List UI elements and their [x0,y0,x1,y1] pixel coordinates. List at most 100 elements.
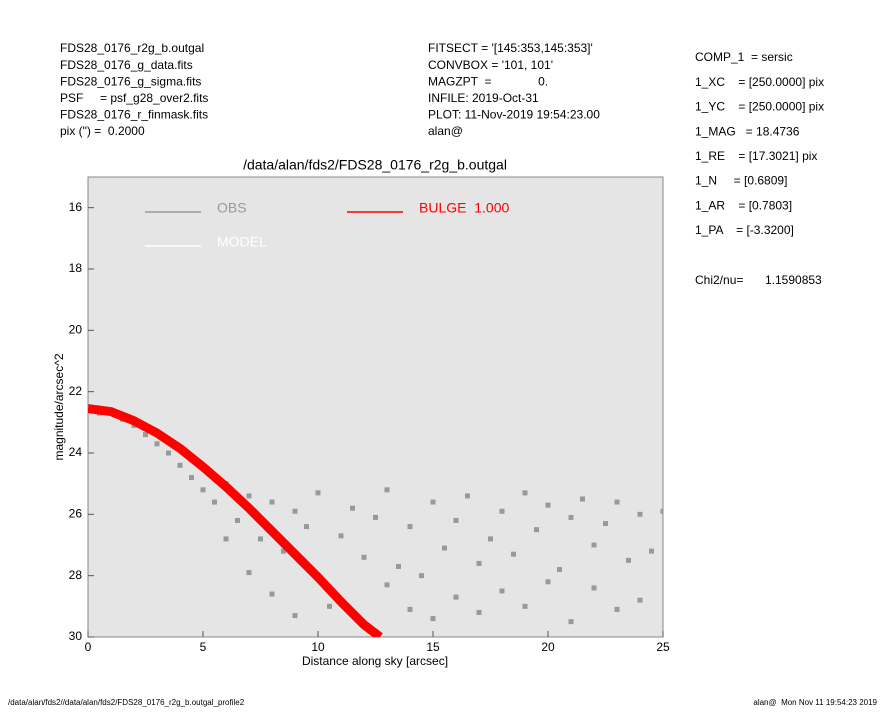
data-point [235,517,240,523]
fit-parameter: 1_N = [0.6809] [695,174,787,188]
data-point [361,554,367,560]
data-point [476,609,482,615]
data-point [281,548,286,554]
data-point [557,567,562,573]
fit-parameter: 1_MAG = 18.4736 [695,124,800,138]
data-point [166,450,171,456]
footer-stamp: alan@ Mon Nov 11 19:54:23 2019 [753,698,877,707]
data-point [350,505,355,511]
data-point [384,487,390,493]
data-point [442,545,447,551]
data-point [522,603,528,609]
data-point [465,493,470,499]
data-point [396,563,401,569]
plot-area [87,176,664,638]
header-left-line: PSF = psf_g28_over2.fits [60,91,208,105]
data-point [407,606,413,612]
chart-title: /data/alan/fds2/FDS28_0176_r2g_b.outgal [243,157,507,173]
y-axis-label: magnitude/arcsec^2 [52,353,66,460]
header-left-line: pix (") = 0.2000 [60,124,145,138]
header-middle-line: alan@ [428,124,463,138]
data-point [637,597,643,603]
fit-parameter: 1_RE = [17.3021] pix [695,149,817,163]
chi2-value: 1.1590853 [765,273,822,287]
data-point [453,594,459,600]
fit-parameter: 1_AR = [0.7803] [695,198,792,212]
data-point [246,493,252,499]
header-middle-line: MAGZPT = 0. [428,74,548,88]
y-tick-label: 22 [69,384,83,398]
data-point [545,502,551,508]
y-tick-label: 16 [69,200,83,214]
data-point [143,432,148,438]
data-point [246,570,252,576]
data-point [200,487,206,493]
data-point [591,542,597,548]
data-point [154,441,160,447]
x-tick-label: 20 [541,640,555,654]
data-point [177,462,183,468]
x-axis-label: Distance along sky [arcsec] [302,654,448,668]
data-point [373,514,378,520]
y-tick-label: 28 [69,568,83,582]
data-point [660,508,663,514]
data-point [212,499,217,505]
header-left-line: FDS28_0176_g_data.fits [60,58,193,72]
data-point [292,613,298,619]
y-tick-label: 26 [69,507,83,521]
x-tick-label: 25 [656,640,670,654]
data-point [223,536,229,542]
data-point [499,588,505,594]
x-tick-label: 10 [311,640,325,654]
data-point [626,557,631,563]
data-point [568,514,574,520]
y-tick-label: 18 [69,261,83,275]
data-point [258,536,263,542]
legend-label: MODEL [217,234,267,250]
data-point [419,573,424,579]
data-point [614,606,620,612]
data-point [534,527,539,533]
header-middle-line: INFILE: 2019-Oct-31 [428,91,539,105]
data-point [545,579,551,585]
footer-path: /data/alan/fds2//data/alan/fds2/FDS28_01… [8,698,245,707]
data-point [568,619,574,625]
data-point [614,499,620,505]
data-point [269,591,275,597]
y-tick-label: 20 [69,323,83,337]
x-tick-label: 0 [85,640,92,654]
y-tick-label: 30 [69,629,83,643]
data-point [407,524,413,530]
data-point [315,490,321,496]
fit-parameter: 1_PA = [-3.3200] [695,223,794,237]
data-point [603,521,608,527]
data-point [591,585,597,591]
data-point [338,533,344,539]
header-middle-line: PLOT: 11-Nov-2019 19:54:23.00 [428,108,600,122]
x-tick-label: 5 [200,640,207,654]
data-point [292,508,298,514]
fit-parameter: COMP_1 = sersic [695,50,793,64]
data-point [580,496,585,502]
data-point [511,551,516,557]
header-left-line: FDS28_0176_r2g_b.outgal [60,41,204,55]
data-point [384,582,390,588]
data-point [649,548,654,554]
fit-parameter: 1_XC = [250.0000] pix [695,75,824,89]
header-left-line: FDS28_0176_g_sigma.fits [60,74,201,88]
chi2-label: Chi2/nu= [695,273,743,287]
legend-label: BULGE 1.000 [419,200,509,216]
plot-content [88,404,663,637]
fit-parameter: 1_YC = [250.0000] pix [695,100,824,114]
data-point [637,511,643,517]
header-left-line: FDS28_0176_r_finmask.fits [60,108,208,122]
data-point [304,524,309,530]
data-point [499,508,505,514]
data-point [453,517,459,523]
header-middle-line: CONVBOX = '101, 101' [428,58,553,72]
data-point [488,536,493,542]
data-point [430,499,436,505]
model-curve [88,404,383,637]
